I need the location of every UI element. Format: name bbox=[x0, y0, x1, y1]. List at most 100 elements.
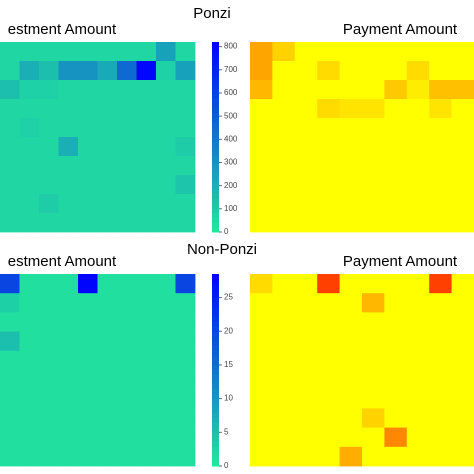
colorbar-tick-label: 800 bbox=[224, 42, 238, 51]
heatmap-cell bbox=[136, 175, 157, 195]
heatmap-cell bbox=[156, 137, 176, 157]
heatmap-cell bbox=[272, 156, 296, 176]
heatmap-cell bbox=[58, 175, 79, 195]
heatmap-cell bbox=[339, 118, 363, 138]
heatmap-cell bbox=[317, 99, 340, 119]
heatmap-cell bbox=[39, 118, 59, 138]
heatmap-cell bbox=[19, 137, 40, 157]
heatmap-cell bbox=[156, 389, 176, 409]
heatmap-cell bbox=[250, 427, 273, 448]
heatmap-cell bbox=[272, 446, 296, 467]
row-title: Non-Ponzi bbox=[187, 241, 257, 258]
heatmap-cell bbox=[39, 156, 59, 176]
heatmap-cell bbox=[117, 99, 137, 119]
heatmap-cell bbox=[406, 61, 430, 81]
colorbar-segment bbox=[212, 446, 219, 453]
heatmap-cell bbox=[58, 61, 79, 81]
heatmap-cell bbox=[97, 80, 118, 100]
heatmap-cell bbox=[175, 80, 196, 100]
colorbar-segment bbox=[212, 141, 219, 147]
heatmap-cell bbox=[117, 408, 137, 428]
heatmap-cell bbox=[339, 427, 363, 448]
colorbar-segment bbox=[212, 418, 219, 424]
heatmap-cell bbox=[39, 137, 59, 157]
heatmap-cell bbox=[19, 118, 40, 138]
heatmap-cell bbox=[39, 42, 59, 62]
heatmap-cell bbox=[156, 427, 176, 448]
heatmap-cell bbox=[175, 331, 196, 352]
heatmap-cell bbox=[294, 408, 318, 428]
colorbar-segment bbox=[212, 432, 219, 438]
heatmap-cell bbox=[272, 61, 296, 81]
heatmap-cell bbox=[58, 293, 79, 313]
colorbar-segment bbox=[212, 203, 219, 209]
colorbar-segment bbox=[212, 189, 219, 195]
heatmap-cell bbox=[317, 274, 340, 294]
heatmap-cell bbox=[19, 175, 40, 195]
heatmap-cell bbox=[384, 312, 408, 332]
heatmap-cell bbox=[117, 137, 137, 157]
heatmap-cell bbox=[339, 408, 363, 428]
heatmap-cell bbox=[19, 293, 40, 313]
heatmap-cell bbox=[156, 61, 176, 81]
heatmap-cell bbox=[317, 42, 340, 62]
heatmap-cell bbox=[250, 389, 273, 409]
heatmap-cell bbox=[429, 213, 452, 233]
heatmap-cell bbox=[19, 99, 40, 119]
heatmap-cell bbox=[58, 42, 79, 62]
heatmap-cell bbox=[175, 370, 196, 390]
heatmap-cell bbox=[156, 274, 176, 294]
heatmap-cell bbox=[384, 213, 408, 233]
heatmap-cell bbox=[362, 99, 385, 119]
heatmap-cell bbox=[294, 350, 318, 371]
heatmap-cell bbox=[451, 331, 474, 352]
heatmap-cell bbox=[58, 446, 79, 467]
heatmap-cell bbox=[78, 137, 98, 157]
heatmap-cell bbox=[294, 61, 318, 81]
heatmap-cell bbox=[451, 213, 474, 233]
heatmap-cell bbox=[384, 80, 408, 100]
heatmap-cell bbox=[406, 175, 430, 195]
heatmap-cell bbox=[384, 118, 408, 138]
heatmap-cell bbox=[0, 312, 20, 332]
heatmap-cell bbox=[136, 312, 157, 332]
colorbar-segment bbox=[212, 108, 219, 114]
colorbar-segment bbox=[212, 398, 219, 405]
heatmap-cell bbox=[78, 274, 98, 294]
heatmap-cell bbox=[451, 137, 474, 157]
heatmap-cell bbox=[136, 331, 157, 352]
colorbar-tick-label: 15 bbox=[224, 360, 233, 369]
heatmap-cell bbox=[78, 61, 98, 81]
heatmap-cell bbox=[78, 175, 98, 195]
heatmap-cell bbox=[294, 389, 318, 409]
heatmap-cell bbox=[78, 80, 98, 100]
heatmap-cell bbox=[39, 99, 59, 119]
heatmap-cell bbox=[156, 370, 176, 390]
heatmap-cell bbox=[0, 293, 20, 313]
colorbar-segment bbox=[212, 89, 219, 95]
colorbar-segment bbox=[212, 80, 219, 86]
heatmap-cell bbox=[19, 42, 40, 62]
heatmap-cell bbox=[272, 350, 296, 371]
colorbar-tick-label: 20 bbox=[224, 326, 233, 335]
heatmap-cell bbox=[250, 213, 273, 233]
colorbar-segment bbox=[212, 370, 219, 376]
heatmap-cell bbox=[250, 137, 273, 157]
heatmap-cell bbox=[117, 389, 137, 409]
colorbar-segment bbox=[212, 61, 219, 67]
heatmap-cell bbox=[272, 42, 296, 62]
heatmap-cell bbox=[175, 118, 196, 138]
heatmap-cell bbox=[156, 213, 176, 233]
heatmap-cell bbox=[250, 331, 273, 352]
heatmap-cell bbox=[294, 274, 318, 294]
heatmap-cell bbox=[58, 156, 79, 176]
heatmap-cell bbox=[294, 293, 318, 313]
heatmap-cell bbox=[362, 293, 385, 313]
heatmap-cell bbox=[117, 213, 137, 233]
heatmap-cell bbox=[78, 293, 98, 313]
heatmap-cell bbox=[451, 118, 474, 138]
heatmap-cell bbox=[175, 137, 196, 157]
heatmap-cell bbox=[117, 331, 137, 352]
heatmap-cell bbox=[362, 389, 385, 409]
